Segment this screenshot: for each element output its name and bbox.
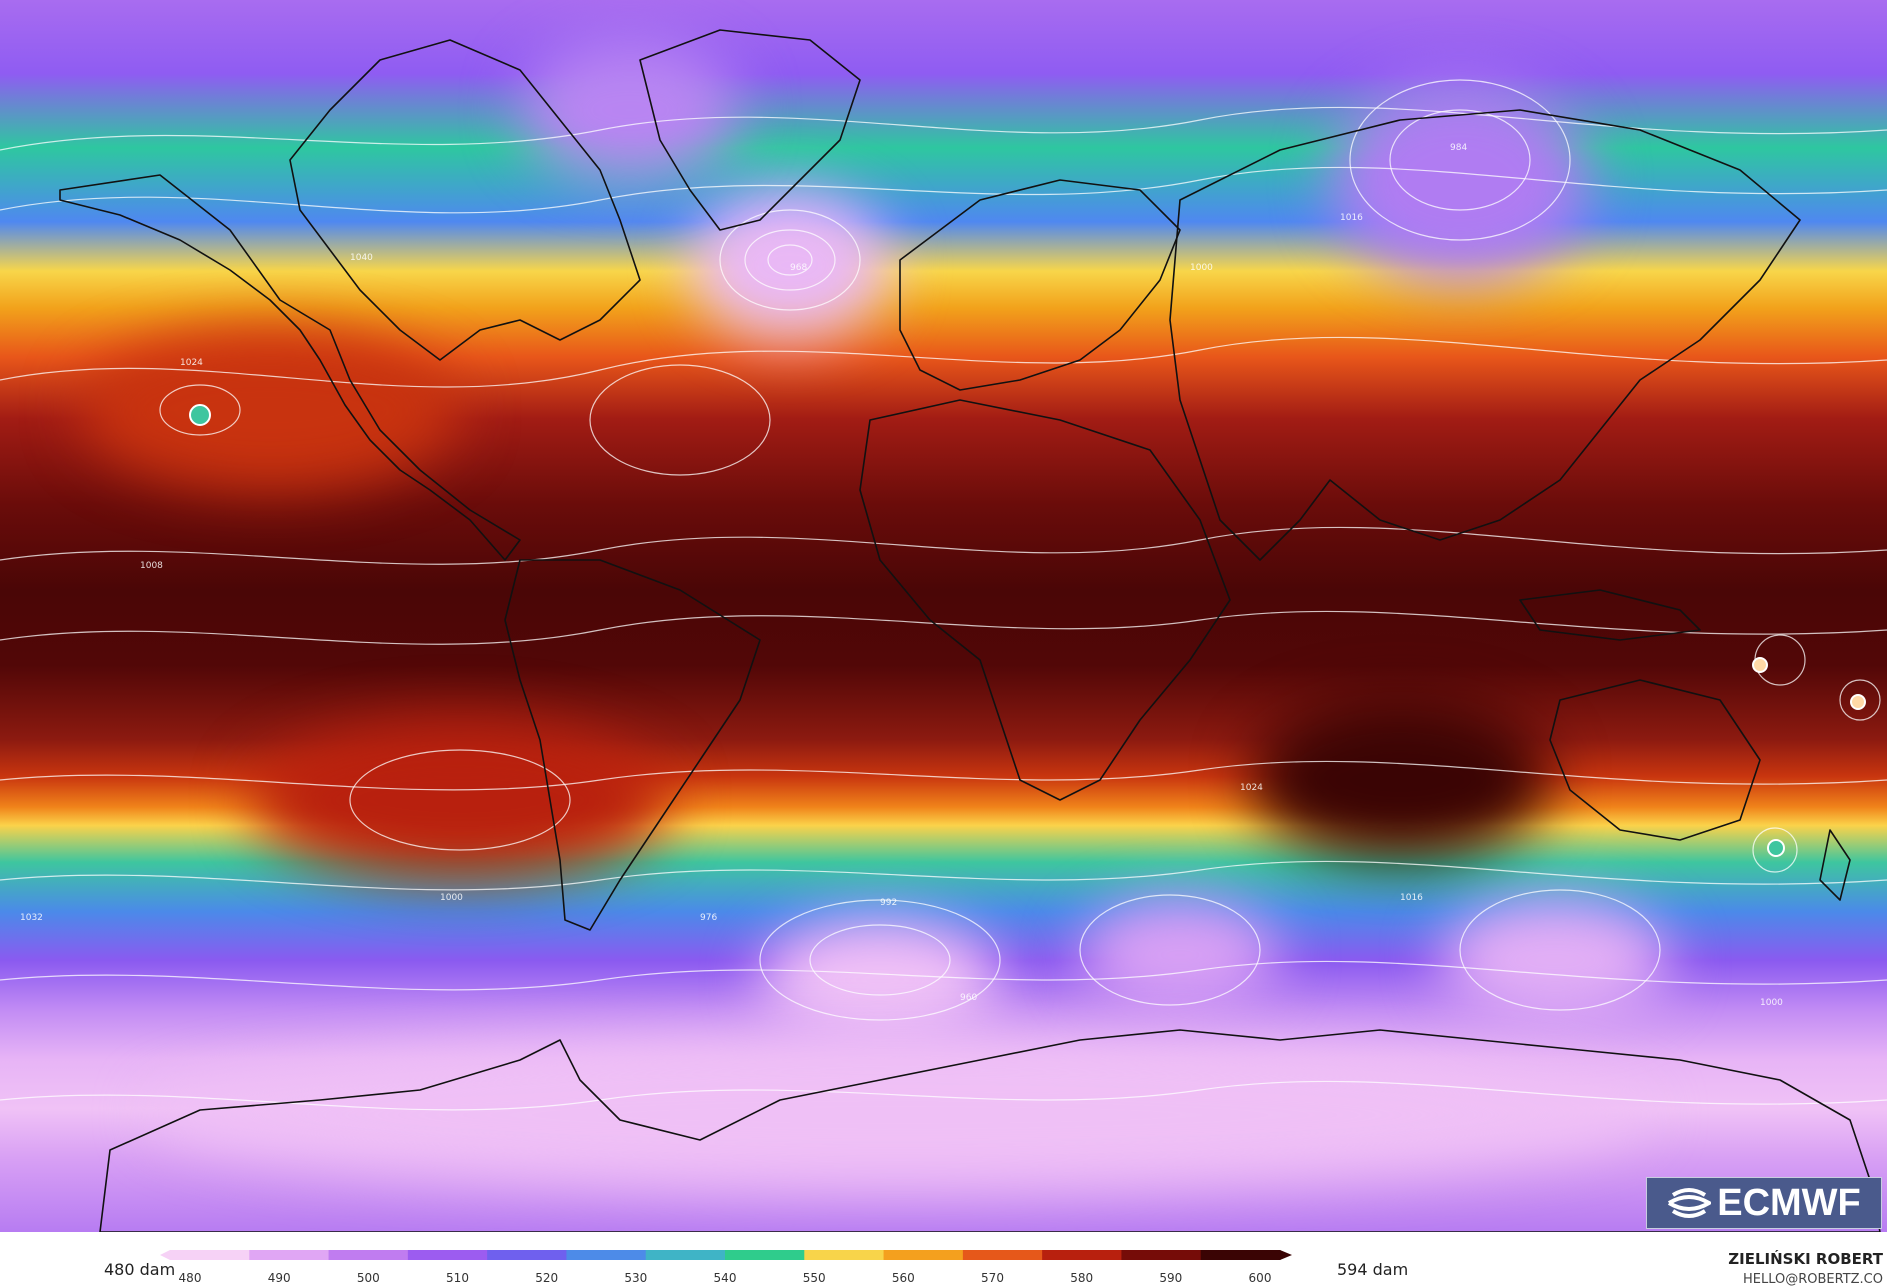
africa-outline [859,399,1231,801]
isobar-label: 1000 [440,893,463,903]
low-pressure-greenland [520,40,740,180]
colorbar: 480 490 500 510 520 530 540 550 560 570 580 590 600 [160,1250,1292,1285]
isobar-label: 992 [880,898,897,908]
antarctica-outline [99,1029,1881,1232]
isobar-label: 1032 [20,913,43,923]
isobar-label: 1024 [180,358,203,368]
isobar-label: 976 [700,913,717,923]
low-pressure-north-atlantic [690,190,890,340]
isobar-labels: 1024 1008 1000 992 960 1024 1016 1032 10… [20,143,1783,1008]
colorbar-tick-label: 560 [892,1271,915,1285]
colorbar-segment [1121,1250,1202,1260]
colorbar-max-label: 594 dam [1337,1260,1409,1279]
colorbar-max-arrow [1280,1250,1292,1260]
ecmwf-logo: ECMWF [1646,1177,1882,1229]
south-america-outline [504,559,761,931]
isobar-label: 1024 [1240,783,1263,793]
colorbar-tick-label: 550 [803,1271,826,1285]
colorbar-segment [962,1250,1043,1260]
isobar-label: 1008 [140,561,163,571]
colorbar-segment [487,1250,567,1260]
colorbar-tick-label: 490 [268,1271,291,1285]
isobar-label: 1000 [1760,998,1783,1008]
high-pressure-north-pacific [80,330,460,490]
colorbar-tick-label: 500 [357,1271,380,1285]
isobar-label: 968 [790,263,807,273]
isobar-label: 1000 [1190,263,1213,273]
author-email: HELLO@ROBERTZ.CO [1742,1272,1883,1287]
europe-outline [899,179,1181,391]
colorbar-tick-label: 600 [1249,1271,1272,1285]
weather-map: 1024 1008 1000 992 960 1024 1016 1032 10… [0,0,1887,1232]
colorbar-segment [566,1250,647,1260]
author-credit: ZIELIŃSKI ROBERT HELLO@ROBERTZ.CO [1728,1250,1883,1287]
colorbar-segment [249,1250,330,1260]
low-pressure-southern-ocean-3 [1440,900,1670,1020]
colorbar-segments [160,1250,1292,1260]
colorbar-tick-label: 520 [535,1271,558,1285]
colorbar-min-label: 480 dam [104,1260,176,1279]
isobars [0,79,1887,1111]
ecmwf-mark-icon [1668,1188,1712,1218]
colorbar-segment [645,1250,726,1260]
high-pressure-south-indian [1250,700,1550,860]
colorbar-tick-label: 580 [1070,1271,1093,1285]
colorbar-segment [1200,1250,1281,1260]
isobar-label: 960 [960,993,977,1003]
colorbar-tick-label: 540 [714,1271,737,1285]
author-name: ZIELIŃSKI ROBERT [1728,1250,1883,1268]
colorbar-segment [1042,1250,1122,1260]
colorbar-segment [328,1250,409,1260]
high-pressure-south-pacific [250,720,670,880]
ecmwf-logo-text: ECMWF [1717,1181,1861,1224]
colorbar-ticks: 480 490 500 510 520 530 540 550 560 570 580 590 600 [179,1271,1272,1285]
colorbar-tick-label: 480 [179,1271,202,1285]
asia-outline [1169,109,1801,561]
colorbar-segment [804,1250,885,1260]
colorbar-segment [170,1250,250,1260]
coastlines [59,29,1881,1232]
cyclone-markers [189,404,1866,857]
colorbar-tick-label: 530 [624,1271,647,1285]
colorbar-tick-label: 590 [1159,1271,1182,1285]
isobar-label: 1040 [350,253,373,263]
colorbar-segment [883,1250,964,1260]
greenland-outline [639,29,861,231]
colorbar-tick-label: 570 [981,1271,1004,1285]
colorbar-segment [407,1250,488,1260]
isobar-label: 984 [1450,143,1467,153]
isobar-label: 1016 [1400,893,1423,903]
north-america-outline [59,174,521,561]
australia-outline [1549,679,1761,841]
isobar-label: 1016 [1340,213,1363,223]
colorbar-segment [725,1250,805,1260]
colorbar-min-arrow [160,1250,170,1260]
antarctica-cold [150,1040,1650,1190]
map-overlay: 1024 1008 1000 992 960 1024 1016 1032 10… [0,29,1887,1232]
colorbar-tick-label: 510 [446,1271,469,1285]
low-pressure-southern-ocean-2 [1080,900,1280,1010]
